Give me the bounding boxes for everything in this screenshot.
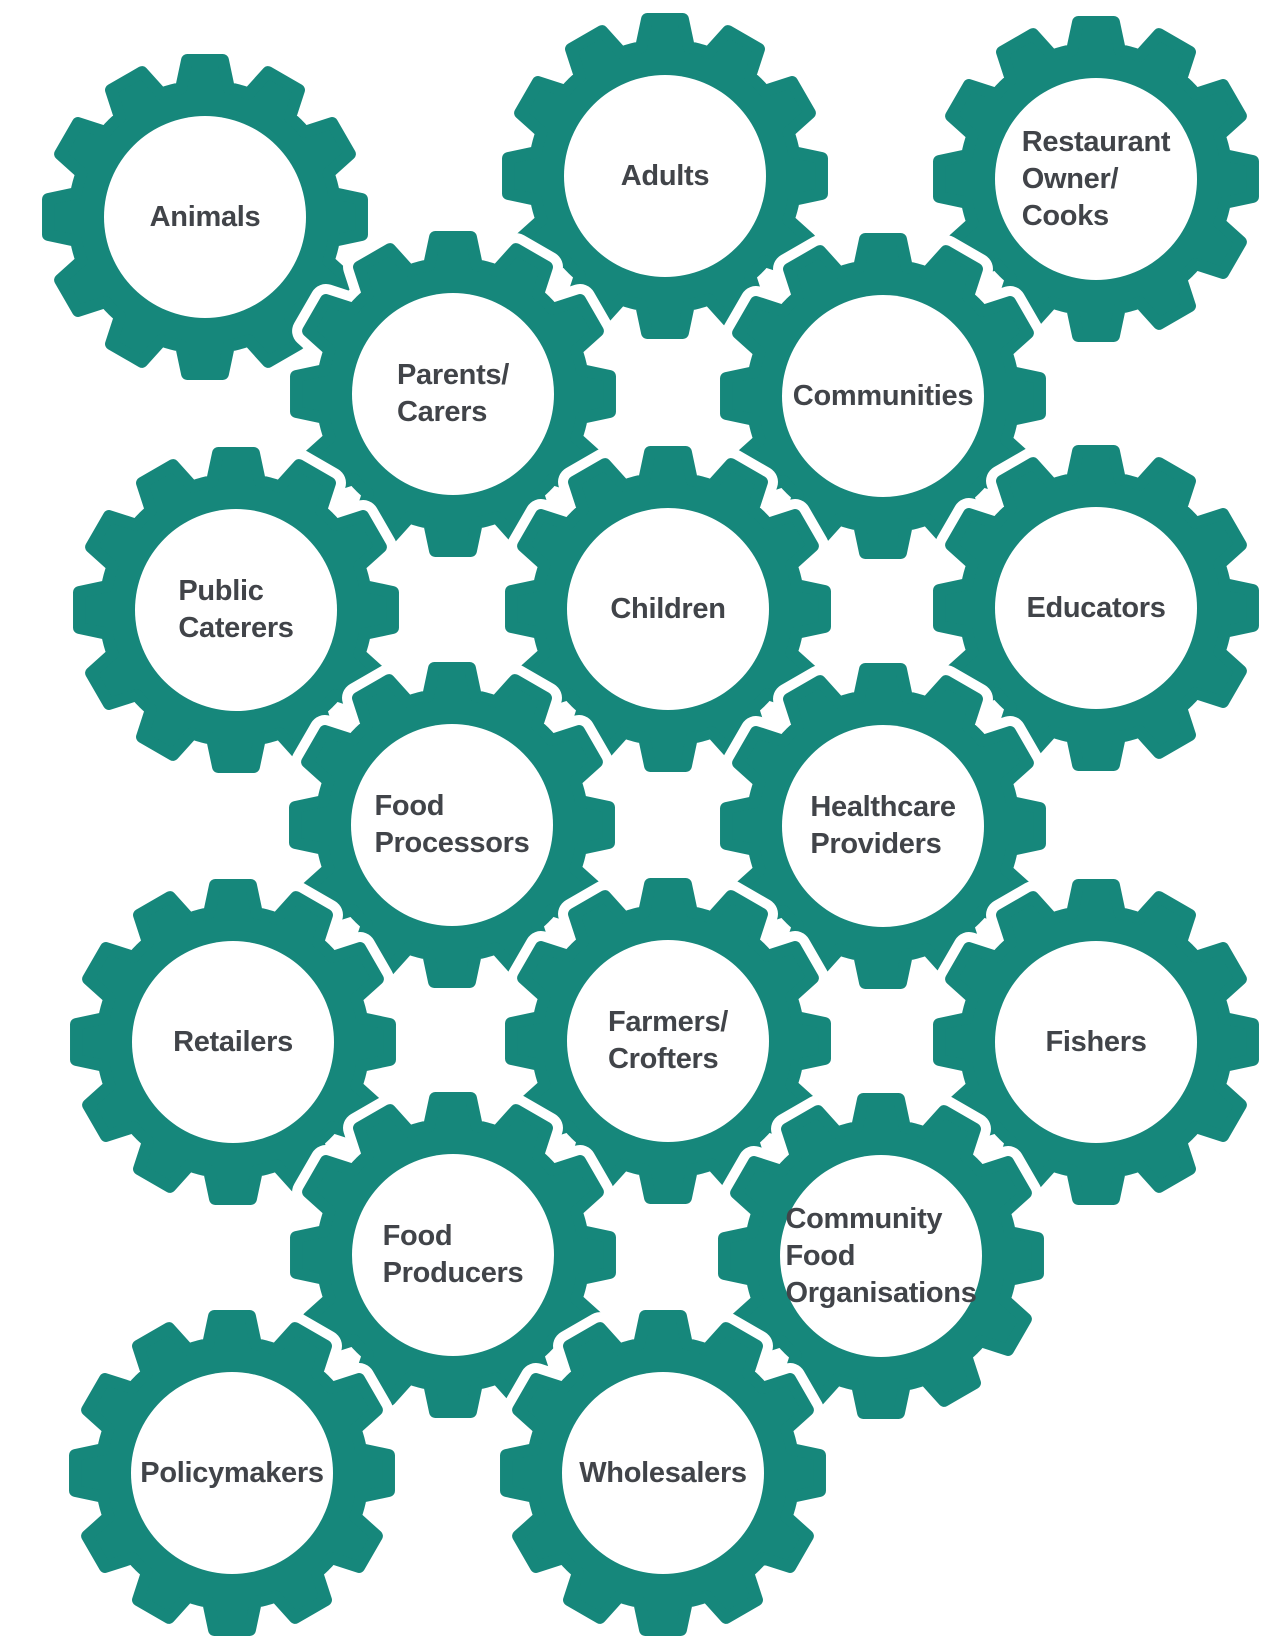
gear-icon bbox=[32, 44, 378, 390]
gear-icon bbox=[495, 868, 841, 1214]
gear-icon bbox=[60, 869, 406, 1215]
gear-adults: Adults bbox=[490, 1, 840, 351]
gear-center-hole bbox=[995, 941, 1197, 1143]
gear-center-hole bbox=[564, 75, 766, 277]
gear-retailers: Retailers bbox=[58, 867, 408, 1217]
gear-icon bbox=[63, 437, 409, 783]
gear-animals: Animals bbox=[30, 42, 380, 392]
gear-icon bbox=[710, 653, 1056, 999]
gear-icon bbox=[923, 6, 1269, 352]
gear-center-hole bbox=[782, 295, 984, 497]
gear-icon bbox=[280, 221, 626, 567]
gear-center-hole bbox=[567, 508, 769, 710]
gear-parents-carers: Parents/ Carers bbox=[278, 219, 628, 569]
gear-icon bbox=[495, 436, 841, 782]
gear-food-producers: Food Producers bbox=[278, 1080, 628, 1430]
gear-center-hole bbox=[782, 725, 984, 927]
gear-center-hole bbox=[780, 1155, 982, 1357]
gear-center-hole bbox=[132, 941, 334, 1143]
gear-educators: Educators bbox=[921, 433, 1271, 783]
gear-icon bbox=[490, 1300, 836, 1646]
gear-icon bbox=[280, 1082, 626, 1428]
gear-communities: Communities bbox=[708, 221, 1058, 571]
gear-icon bbox=[492, 3, 838, 349]
gear-public-caterers: Public Caterers bbox=[61, 435, 411, 785]
gear-center-hole bbox=[995, 507, 1197, 709]
gear-children: Children bbox=[493, 434, 843, 784]
gear-center-hole bbox=[135, 509, 337, 711]
gear-center-hole bbox=[567, 940, 769, 1142]
gear-healthcare-providers: Healthcare Providers bbox=[708, 651, 1058, 1001]
gear-center-hole bbox=[995, 78, 1197, 280]
gear-icon bbox=[279, 652, 625, 998]
gear-icon bbox=[710, 223, 1056, 569]
gear-center-hole bbox=[131, 1372, 333, 1574]
gear-center-hole bbox=[104, 116, 306, 318]
gear-center-hole bbox=[351, 724, 553, 926]
gear-icon bbox=[708, 1083, 1054, 1429]
gear-icon bbox=[59, 1300, 405, 1646]
gear-wholesalers: Wholesalers bbox=[488, 1298, 838, 1648]
gear-center-hole bbox=[352, 1154, 554, 1356]
gear-policymakers: Policymakers bbox=[57, 1298, 407, 1648]
gear-icon bbox=[923, 435, 1269, 781]
gear-restaurant-owner-cooks: Restaurant Owner/ Cooks bbox=[921, 4, 1271, 354]
gear-center-hole bbox=[352, 293, 554, 495]
gear-icon bbox=[923, 869, 1269, 1215]
gear-center-hole bbox=[562, 1372, 764, 1574]
